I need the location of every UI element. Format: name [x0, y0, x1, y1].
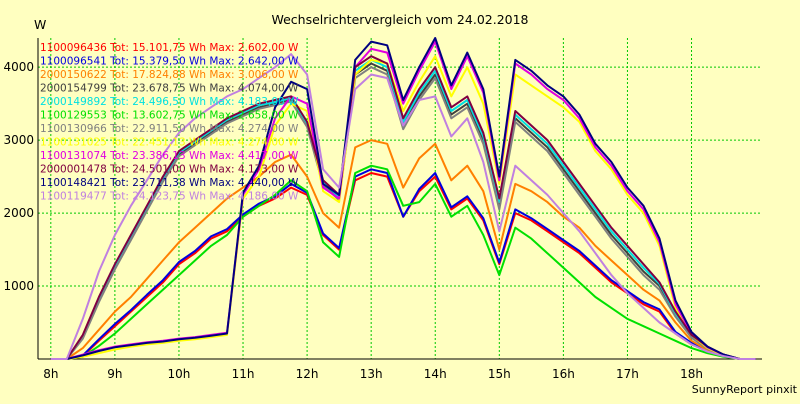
x-tick-label: 11h	[232, 367, 255, 381]
x-tick-label: 17h	[616, 367, 639, 381]
x-tick-label: 13h	[360, 367, 383, 381]
x-tick-label: 10h	[168, 367, 191, 381]
series-group	[50, 37, 756, 360]
legend-entry-5: 2000149892 Tot: 24.496,50 Wh Max: 4.183,…	[40, 96, 299, 108]
series-line-3	[50, 139, 756, 360]
x-axis-ticks: 8h 9h 10h 11h 12h 13h 14h 15h 16h 17h 18h	[43, 367, 703, 381]
x-tick-label: 18h	[680, 367, 703, 381]
x-tick-label: 14h	[424, 367, 447, 381]
legend-entry-7: 1100130966 Tot: 22.911,50 Wh Max: 4.274,…	[40, 123, 299, 135]
x-tick-label: 9h	[107, 367, 122, 381]
legend: 1100096436 Tot: 15.101,75 Wh Max: 2.602,…	[40, 42, 299, 203]
legend-entry-1: 1100096436 Tot: 15.101,75 Wh Max: 2.602,…	[40, 42, 299, 54]
y-tick-label: 4000	[3, 60, 34, 74]
y-tick-label: 1000	[3, 279, 34, 293]
legend-entry-9: 1100131074 Tot: 23.386,13 Wh Max: 4.417,…	[40, 150, 299, 162]
series-line-12	[50, 53, 756, 360]
y-axis-unit-label: W	[34, 17, 46, 32]
legend-entry-2: 1100096541 Tot: 15.379,50 Wh Max: 2.642,…	[40, 56, 299, 68]
series-line-2	[50, 168, 756, 360]
series-line-8	[50, 55, 756, 360]
footer-credit: SunnyReport pinxit	[692, 383, 798, 396]
legend-entry-3: 2000150622 Tot: 17.824,88 Wh Max: 3.006,…	[40, 69, 299, 81]
legend-entry-8: 1100131025 Tot: 22.451,13 Wh Max: 4.274,…	[40, 137, 299, 149]
legend-entry-4: 2000154799 Tot: 23.678,75 Wh Max: 4.074,…	[40, 83, 299, 95]
series-line-7	[50, 66, 756, 360]
y-axis-ticks: 1000 2000 3000 4000	[3, 60, 34, 293]
series-line-6	[50, 164, 756, 360]
x-tick-label: 8h	[43, 367, 58, 381]
x-tick-label: 12h	[296, 367, 319, 381]
y-tick-label: 2000	[3, 206, 34, 220]
y-tick-label: 3000	[3, 133, 34, 147]
chart-title: Wechselrichtervergleich vom 24.02.2018	[271, 12, 528, 27]
series-line-11	[50, 37, 756, 360]
legend-entry-12: 1100119477 Tot: 24.123,75 Wh Max: 4.186,…	[40, 191, 299, 203]
legend-entry-6: 1100129553 Tot: 13.602,75 Wh Max: 2.658,…	[40, 110, 299, 122]
legend-entry-10: 2000001478 Tot: 24.501,00 Wh Max: 4.173,…	[40, 164, 299, 176]
series-line-10	[50, 55, 756, 360]
x-tick-label: 16h	[552, 367, 575, 381]
legend-entry-11: 1100148421 Tot: 23.711,38 Wh Max: 4.440,…	[40, 177, 299, 189]
x-tick-label: 15h	[488, 367, 511, 381]
